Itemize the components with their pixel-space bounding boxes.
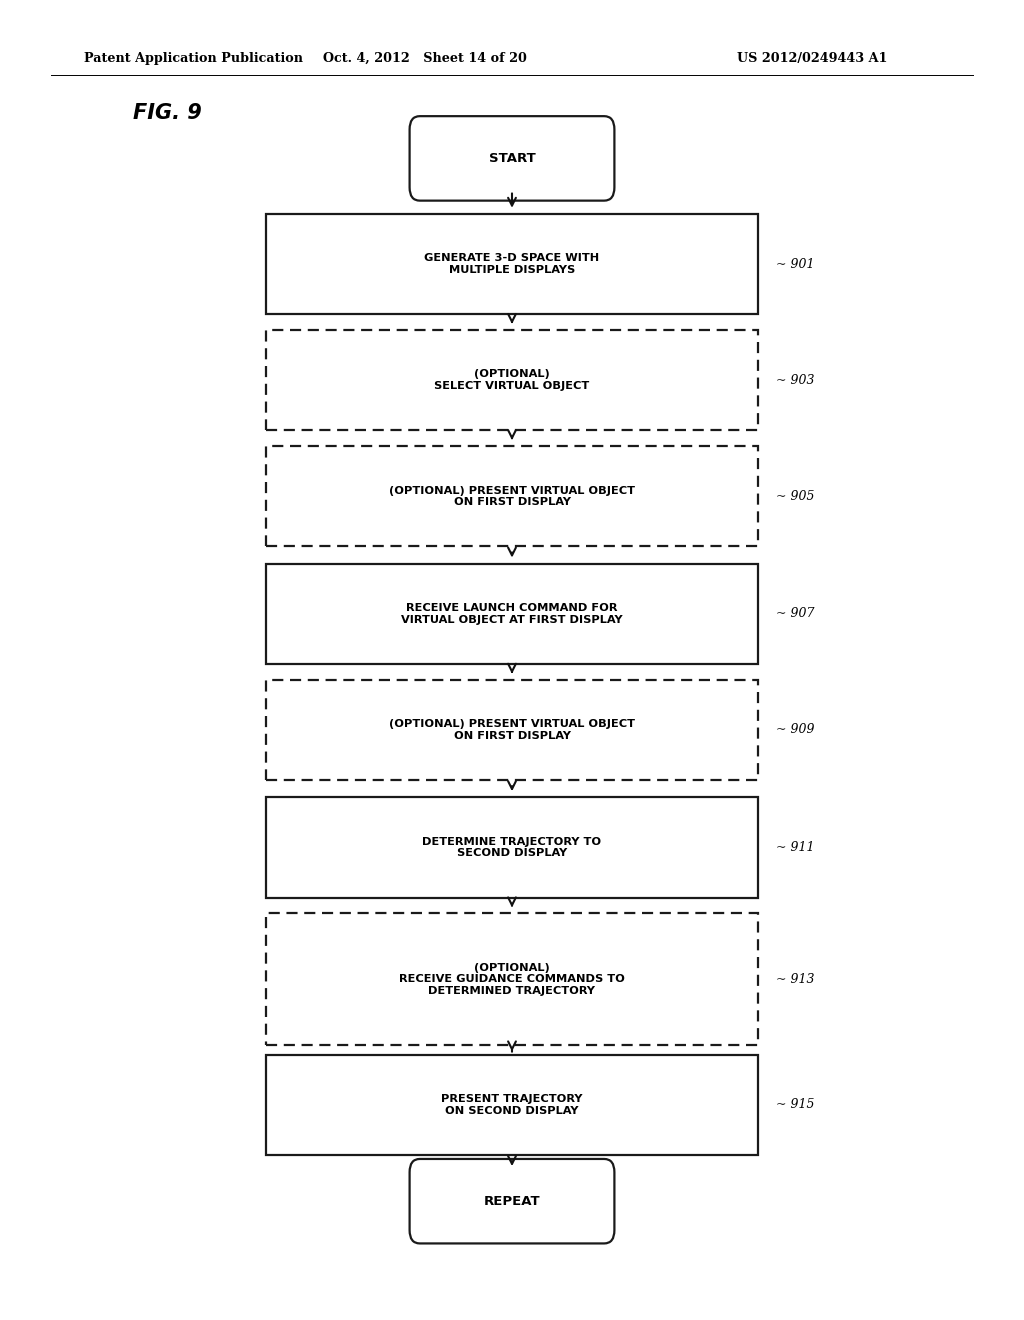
Text: (OPTIONAL) PRESENT VIRTUAL OBJECT
ON FIRST DISPLAY: (OPTIONAL) PRESENT VIRTUAL OBJECT ON FIR… [389,719,635,741]
Text: ~ 903: ~ 903 [776,374,815,387]
Text: ~ 915: ~ 915 [776,1098,815,1111]
Text: FIG. 9: FIG. 9 [133,103,202,123]
FancyBboxPatch shape [266,680,758,780]
Text: ~ 911: ~ 911 [776,841,815,854]
Text: DETERMINE TRAJECTORY TO
SECOND DISPLAY: DETERMINE TRAJECTORY TO SECOND DISPLAY [423,837,601,858]
Text: ~ 901: ~ 901 [776,257,815,271]
Text: REPEAT: REPEAT [483,1195,541,1208]
FancyBboxPatch shape [410,1159,614,1243]
FancyBboxPatch shape [266,564,758,664]
Text: (OPTIONAL)
SELECT VIRTUAL OBJECT: (OPTIONAL) SELECT VIRTUAL OBJECT [434,370,590,391]
Text: Oct. 4, 2012   Sheet 14 of 20: Oct. 4, 2012 Sheet 14 of 20 [323,51,527,65]
Text: US 2012/0249443 A1: US 2012/0249443 A1 [737,51,888,65]
FancyBboxPatch shape [410,116,614,201]
Text: START: START [488,152,536,165]
Text: ~ 909: ~ 909 [776,723,815,737]
Text: (OPTIONAL)
RECEIVE GUIDANCE COMMANDS TO
DETERMINED TRAJECTORY: (OPTIONAL) RECEIVE GUIDANCE COMMANDS TO … [399,962,625,997]
FancyBboxPatch shape [266,797,758,898]
Text: (OPTIONAL) PRESENT VIRTUAL OBJECT
ON FIRST DISPLAY: (OPTIONAL) PRESENT VIRTUAL OBJECT ON FIR… [389,486,635,507]
Text: Patent Application Publication: Patent Application Publication [84,51,303,65]
FancyBboxPatch shape [266,446,758,546]
FancyBboxPatch shape [266,214,758,314]
Text: ~ 913: ~ 913 [776,973,815,986]
Text: PRESENT TRAJECTORY
ON SECOND DISPLAY: PRESENT TRAJECTORY ON SECOND DISPLAY [441,1094,583,1115]
FancyBboxPatch shape [266,913,758,1045]
FancyBboxPatch shape [266,1055,758,1155]
FancyBboxPatch shape [266,330,758,430]
Text: GENERATE 3-D SPACE WITH
MULTIPLE DISPLAYS: GENERATE 3-D SPACE WITH MULTIPLE DISPLAY… [424,253,600,275]
Text: ~ 907: ~ 907 [776,607,815,620]
Text: ~ 905: ~ 905 [776,490,815,503]
Text: RECEIVE LAUNCH COMMAND FOR
VIRTUAL OBJECT AT FIRST DISPLAY: RECEIVE LAUNCH COMMAND FOR VIRTUAL OBJEC… [401,603,623,624]
